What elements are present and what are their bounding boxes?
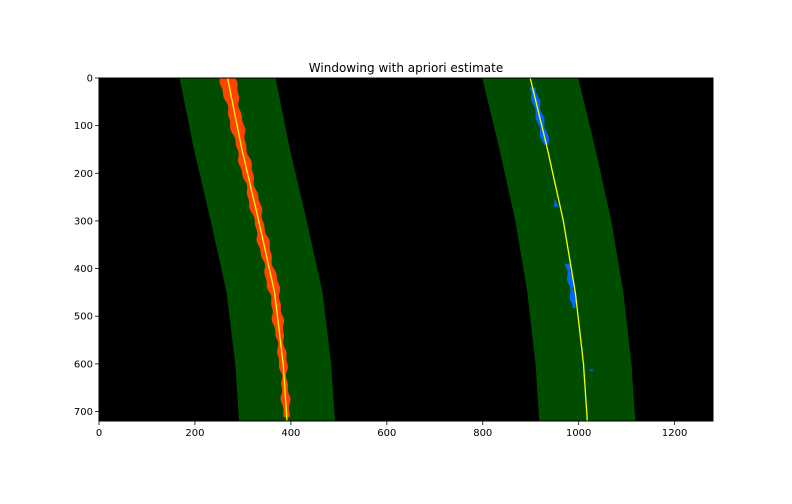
y-tick-label: 200 (74, 169, 93, 180)
plot-layer (179, 78, 636, 421)
right-lane-pixel-blob (564, 263, 577, 309)
x-tick-label: 1000 (566, 428, 591, 439)
y-tick-label: 100 (74, 121, 93, 132)
fit-line-left (226, 78, 288, 421)
y-tick-label: 0 (87, 74, 93, 85)
fit-line-right (529, 78, 588, 421)
x-tick-label: 400 (281, 428, 300, 439)
search-window-right (482, 78, 636, 421)
x-tick-label: 200 (185, 428, 204, 439)
chart-title: Windowing with apriori estimate (309, 61, 503, 75)
y-tick-label: 500 (74, 312, 93, 323)
y-tick-label: 400 (74, 264, 93, 275)
y-tick-label: 300 (74, 216, 93, 227)
y-tick-label: 600 (74, 359, 93, 370)
left-lane-pixels (219, 78, 291, 418)
x-tick-label: 600 (377, 428, 396, 439)
y-tick-label: 700 (74, 407, 93, 418)
x-tick-label: 800 (473, 428, 492, 439)
x-tick-label: 1200 (662, 428, 687, 439)
x-axis: 0 200 400 600 800 1000 1200 (96, 421, 687, 439)
y-axis: 0 100 200 300 400 500 600 700 (74, 74, 99, 418)
plot-frame (98, 77, 714, 422)
x-tick-label: 0 (96, 428, 102, 439)
search-window-left (179, 78, 335, 421)
right-lane-pixel-blob (589, 369, 593, 371)
right-lane-pixel-blob (554, 199, 559, 207)
